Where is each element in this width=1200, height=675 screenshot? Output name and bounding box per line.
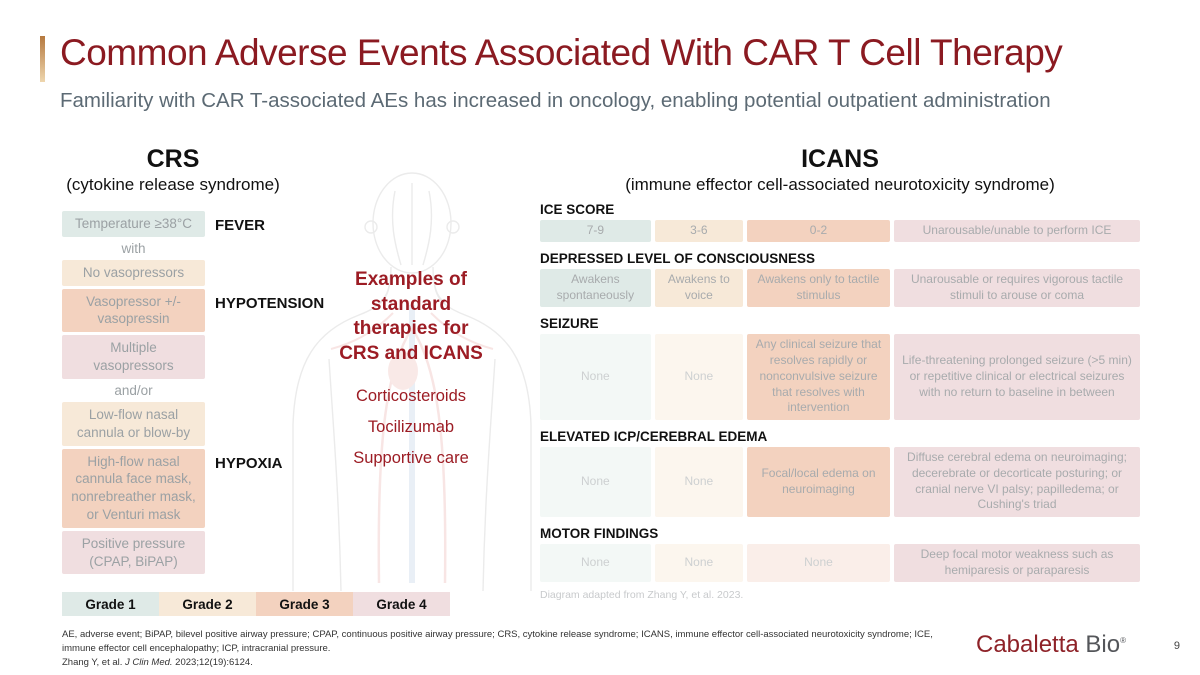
icans-category-header: MOTOR FINDINGS [540,525,659,541]
citation-pre: Zhang Y, et al. [62,656,126,668]
crs-criteria-box: Positive pressure (CPAP, BiPAP) [62,530,205,575]
icans-grade-row: None None None Deep focal motor weakness su… [540,543,1140,582]
body-illustration [283,163,541,592]
icans-cell: None [746,543,891,582]
icans-cell: Awakens only to tactile stimulus [746,269,891,307]
therapies-heading-line: therapies for [353,318,469,340]
icans-grade-row: Awakens spontaneously Awakens to voice Awa… [540,269,1140,307]
crs-heading: CRS [146,145,200,173]
icans-cell: None [540,543,651,582]
icans-grade-row: 7-9 3-6 0-2 Unarousable/unable to perform I… [540,220,1140,242]
crs-row: Positive pressure (CPAP, BiPAP) [62,530,472,575]
human-figure-graphic [292,172,532,592]
crs-row: Low-flow nasal cannula or blow-by [62,401,472,446]
citation-journal: J Clin Med. [125,656,173,668]
citation-post: 2023;12(19):6124. [172,656,253,668]
crs-row: Temperature ≥38°C FEVER [62,211,472,237]
crs-row: No vasopressors [62,259,472,286]
crs-criteria-box: Multiple vasopressors [62,335,205,379]
slide-title: Common Adverse Events Associated With CA… [60,32,1063,73]
legend-item-grade-2: Grade 2 [159,592,256,616]
icans-grade-row: None None Focal/local edema on neuroimagin… [540,446,1140,517]
icans-cell: None [654,543,743,582]
icans-category-header: ICE SCORE [540,202,615,217]
crs-connector-text: and/or [114,382,153,398]
logo-bio: Bio [1078,631,1121,658]
page-number: 9 [1173,640,1180,652]
crs-criteria-box: Vasopressor +/- vasopressin [62,288,205,333]
therapy-item: Tocilizumab [367,417,455,436]
crs-connector-row: with [62,240,472,257]
crs-criteria-box: Temperature ≥38°C [62,211,205,237]
therapies-callout: Examples of standard therapies for CRS and … [324,268,498,468]
slide-subtitle: Familiarity with CAR T-associated AEs ha… [60,89,1051,112]
crs-symptom-label: HYPOXIA [215,454,283,472]
logo-cabaletta: Cabaletta [976,631,1079,658]
icans-heading: ICANS [801,145,879,173]
therapies-list: Corticosteroids Tocilizumab Supportive car… [324,387,498,468]
crs-connector-row: and/or [62,382,472,399]
icans-cell: 7-9 [540,220,651,242]
diagram-note: Diagram adapted from Zhang Y, et al. 202… [540,588,744,601]
crs-symptom-label: FEVER [215,217,266,234]
icans-cell: Unarousable/unable to perform ICE [894,220,1140,242]
crs-connector-text: with [121,240,146,256]
icans-cell: Awakens to voice [654,269,743,307]
crs-row: High-flow nasal cannula face mask, nonre… [62,448,472,528]
icans-cell: Focal/local edema on neuroimaging [746,446,891,517]
icans-category-header: ELEVATED ICP/CEREBRAL EDEMA [540,428,768,444]
icans-grade-row: None None Any clinical seizure that resolv… [540,333,1140,420]
icans-cell: Deep focal motor weakness such as hemipa… [894,543,1140,582]
citation: Zhang Y, et al. J Clin Med. 2023;12(19):… [62,656,957,670]
icans-cell: None [540,446,651,517]
icans-category-header: SEIZURE [540,315,599,331]
icans-cell: None [654,333,743,420]
crs-symptom-label: HYPOTENSION [215,294,325,312]
abbreviations-footnote: AE, adverse event; BiPAP, bilevel positi… [62,629,933,654]
grade-legend: Grade 1 Grade 2 Grade 3 Grade 4 [62,592,450,616]
icans-cell: Any clinical seizure that resolves rapid… [746,333,891,420]
therapies-heading-line: CRS and ICANS [339,343,483,365]
icans-table: ICE SCORE 7-9 3-6 0-2 Unarousable/unable to … [540,202,1140,582]
crs-section: CRS (cytokine release syndrome) Temperat… [62,145,472,575]
title-accent-bar [40,36,45,82]
crs-criteria-box: Low-flow nasal cannula or blow-by [62,401,205,446]
icans-cell: Diffuse cerebral edema on neuroimaging; … [894,446,1140,517]
legend-item-grade-4: Grade 4 [353,592,450,616]
icans-cell: None [540,333,651,420]
therapies-heading: Examples of standard therapies for CRS and … [324,268,498,367]
footnote: AE, adverse event; BiPAP, bilevel positi… [62,628,957,669]
legend-item-grade-3: Grade 3 [256,592,353,616]
crs-subheading: (cytokine release syndrome) [66,175,280,194]
therapy-item: Corticosteroids [355,386,467,405]
logo-registered-mark: ® [1120,636,1127,645]
therapies-heading-line: standard [370,293,452,315]
icans-cell: None [654,446,743,517]
icans-cell: 0-2 [746,220,891,242]
icans-category-header: DEPRESSED LEVEL OF CONSCIOUSNESS [540,251,816,266]
icans-subheading: (immune effector cell-associated neuroto… [625,175,1055,194]
icans-cell: Unarousable or requires vigorous tactile… [894,269,1140,307]
icans-cell: Life-threatening prolonged seizure (>5 m… [894,333,1140,420]
crs-criteria-box: High-flow nasal cannula face mask, nonre… [62,448,205,528]
therapy-item: Supportive care [353,448,469,467]
crs-criteria-list: Temperature ≥38°C FEVER with No vasopressor… [62,211,472,575]
legend-item-grade-1: Grade 1 [62,592,159,616]
crs-row: Vasopressor +/- vasopressin HYPOTENSION [62,288,472,333]
icans-section: ICANS (immune effector cell-associated n… [540,145,1140,601]
icans-cell: 3-6 [654,220,743,242]
crs-row: Multiple vasopressors [62,335,472,379]
crs-criteria-box: No vasopressors [62,259,205,286]
icans-cell: Awakens spontaneously [540,269,651,307]
company-logo: Cabaletta Bio® [976,631,1126,659]
therapies-heading-line: Examples of [355,269,467,290]
